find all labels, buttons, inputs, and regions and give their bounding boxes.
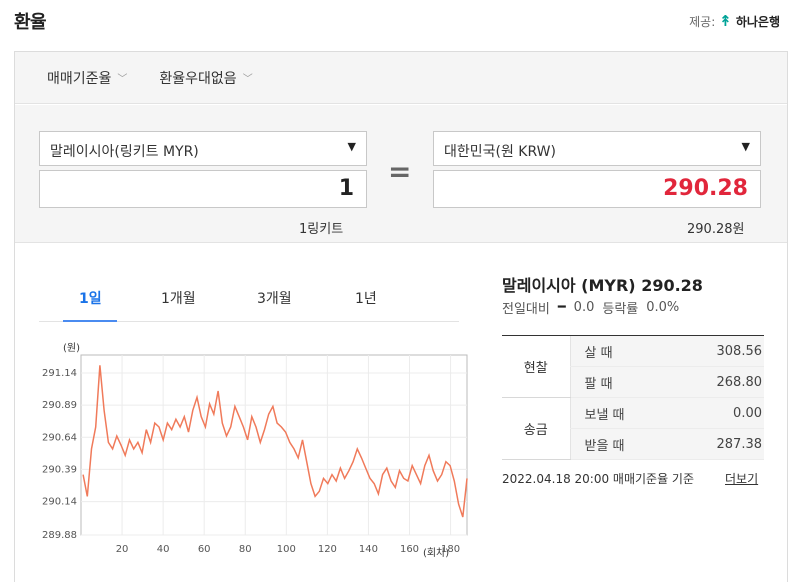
- y-tick-label: 290.14: [42, 497, 77, 508]
- table-row: 받을 때 287.38: [502, 428, 764, 460]
- chevron-down-icon: ﹀: [117, 74, 128, 85]
- equals-sign: =: [388, 155, 412, 188]
- rate-series-line: [82, 365, 468, 518]
- timestamp: 2022.04.18 20:00 매매기준율 기준: [502, 472, 695, 486]
- tab-1-day[interactable]: 1일: [79, 291, 102, 307]
- rate-headline: 말레이시아 (MYR) 290.28: [502, 276, 703, 295]
- x-tick-label: 100: [277, 544, 296, 555]
- x-tick-label: 140: [359, 544, 378, 555]
- x-tick-label: 60: [198, 544, 211, 555]
- more-link[interactable]: 더보기: [725, 472, 759, 486]
- rate-basis-dropdown[interactable]: 매매기준율 ﹀: [47, 68, 127, 88]
- exchange-panel: 매매기준율 ﹀ 환율우대없음 ﹀ 말레이시아(링키트 MYR) ▼ 1 1링키트…: [14, 51, 788, 582]
- no-change-icon: ━: [557, 300, 566, 315]
- cash-group-label: 현찰: [502, 335, 570, 398]
- x-tick-label: 160: [400, 544, 419, 555]
- rate-row-value: 268.80: [673, 366, 764, 398]
- rates-table: 현찰 살 때 308.56 팔 때 268.80 송금 보낼 때 0.00 받을…: [502, 335, 764, 460]
- to-currency-value: 대한민국(원 KRW): [444, 144, 556, 160]
- from-currency-select[interactable]: 말레이시아(링키트 MYR) ▼: [39, 131, 367, 166]
- table-row: 현찰 살 때 308.56: [502, 335, 764, 398]
- rate-chart: (원) (회차) 291.14 290.89 290.64 290.39 290.14 2…: [39, 337, 469, 572]
- from-currency-value: 말레이시아(링키트 MYR): [50, 144, 199, 160]
- x-tick-label: 120: [318, 544, 337, 555]
- period-tabs: 1일 1개월 3개월 1년: [39, 282, 459, 322]
- caret-down-icon: ▼: [347, 140, 356, 153]
- y-tick-label: 290.89: [42, 400, 77, 411]
- rate-line-chart: (원) (회차) 291.14 290.89 290.64 290.39 290.14 2…: [42, 342, 468, 559]
- y-axis-label: (원): [63, 342, 80, 354]
- rate-row-value: 308.56: [673, 335, 764, 367]
- page-title: 환율: [14, 12, 47, 33]
- rate-row-value: 287.38: [673, 428, 764, 460]
- rate-value: 0.0%: [646, 300, 680, 315]
- rate-row-label: 팔 때: [569, 366, 674, 398]
- active-tab-indicator: [63, 320, 117, 322]
- y-tick-label: 290.39: [42, 464, 77, 475]
- hana-bank-logo-icon: ↟: [719, 12, 732, 30]
- rate-basis-label: 매매기준율: [47, 70, 112, 87]
- x-tick-label: 20: [116, 544, 129, 555]
- change-label: 전일대비: [502, 302, 550, 317]
- x-tick-label: 40: [157, 544, 170, 555]
- change-value: 0.0: [573, 300, 595, 315]
- provider-credit: 제공: ↟ 하나은행: [689, 12, 780, 30]
- preferential-dropdown[interactable]: 환율우대없음 ﹀: [159, 68, 252, 88]
- tab-1-year[interactable]: 1년: [355, 291, 377, 307]
- chevron-down-icon: ﹀: [242, 74, 253, 85]
- filter-bar: 매매기준율 ﹀ 환율우대없음 ﹀: [15, 52, 787, 104]
- from-amount-note: 1링키트: [299, 222, 344, 237]
- rate-row-label: 보낼 때: [569, 397, 674, 429]
- to-amount-input[interactable]: 290.28: [433, 170, 761, 208]
- from-amount-input[interactable]: 1: [39, 170, 367, 208]
- rate-row-label: 받을 때: [569, 428, 674, 460]
- x-tick-label: 80: [239, 544, 252, 555]
- to-currency-select[interactable]: 대한민국(원 KRW) ▼: [433, 131, 761, 166]
- y-tick-label: 291.14: [42, 368, 77, 379]
- provider-label: 제공:: [689, 14, 716, 29]
- plot-area: [80, 354, 468, 536]
- tab-3-months[interactable]: 3개월: [257, 291, 292, 307]
- tab-1-month[interactable]: 1개월: [161, 291, 196, 307]
- preferential-label: 환율우대없음: [159, 70, 237, 87]
- rate-change-row: 전일대비 ━ 0.0 등락률 0.0%: [502, 298, 679, 317]
- x-tick-label: 180: [441, 544, 460, 555]
- y-tick-label: 290.64: [42, 432, 77, 443]
- table-row: 팔 때 268.80: [502, 366, 764, 398]
- caret-down-icon: ▼: [741, 140, 750, 153]
- remit-group-label: 송금: [502, 397, 570, 460]
- table-row: 송금 보낼 때 0.00: [502, 397, 764, 460]
- to-amount-note: 290.28원: [687, 222, 745, 237]
- rate-row-label: 살 때: [569, 335, 674, 367]
- y-tick-label: 289.88: [42, 530, 77, 541]
- rate-label: 등락률: [602, 302, 639, 317]
- provider-name[interactable]: 하나은행: [735, 14, 780, 29]
- rate-row-value: 0.00: [673, 397, 764, 429]
- x-axis-label: (회차): [423, 547, 449, 559]
- currency-converter: 말레이시아(링키트 MYR) ▼ 1 1링키트 = 대한민국(원 KRW) ▼ …: [15, 105, 787, 243]
